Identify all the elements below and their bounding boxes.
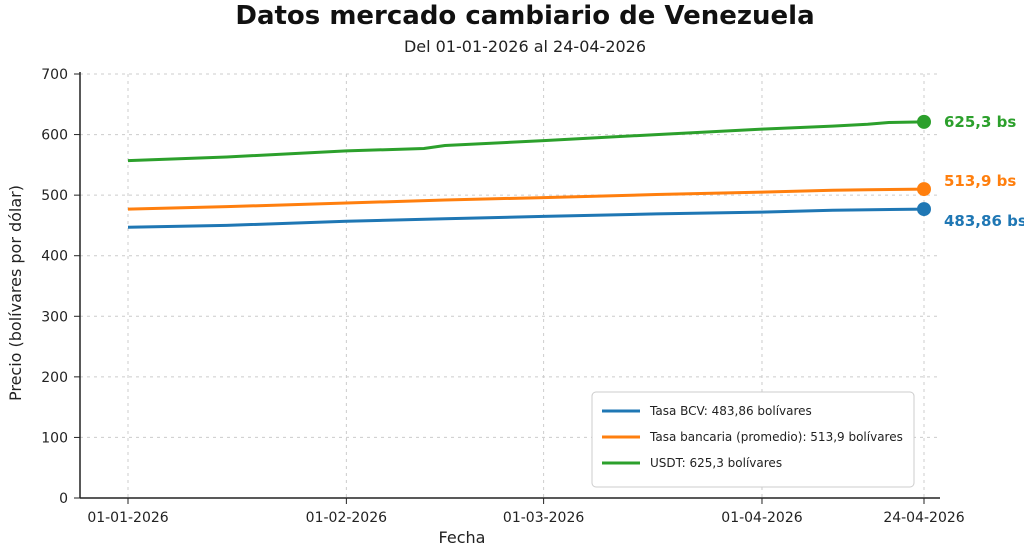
y-tick-label: 700: [41, 67, 68, 83]
series-end-label: 625,3 bs: [944, 113, 1016, 131]
series-end-label: 513,9 bs: [944, 172, 1016, 190]
legend-entry: Tasa BCV: 483,86 bolívares: [649, 404, 812, 418]
y-tick-label: 100: [41, 430, 68, 446]
series-end-marker: [917, 114, 931, 129]
y-tick-label: 500: [41, 188, 68, 204]
series-group: 483,86 bs 513,9 bs 625,3 bs: [127, 113, 1024, 230]
legend: Tasa BCV: 483,86 bolívares Tasa bancaria …: [591, 391, 915, 488]
legend-entry: USDT: 625,3 bolívares: [650, 456, 782, 470]
x-tick-label: 01-01-2026: [87, 510, 168, 526]
legend-box: [591, 391, 915, 488]
axes: 0 100 200 300 400 500 600 700 01-01-2026 01-02-20…: [41, 67, 965, 526]
x-tick-label: 01-03-2026: [503, 510, 584, 526]
x-tick-label: 24-04-2026: [883, 510, 964, 526]
y-axis-label: Precio (bolívares por dólar): [6, 185, 25, 401]
y-tick-label: 600: [41, 128, 68, 144]
series-end-label: 483,86 bs: [944, 212, 1024, 230]
series-line: [127, 187, 925, 211]
series-end-marker: [917, 182, 931, 197]
series-line: [127, 207, 925, 229]
x-axis-label: Fecha: [439, 528, 486, 547]
chart-subtitle: Del 01-01-2026 al 24-04-2026: [404, 37, 646, 56]
y-tick-label: 300: [41, 309, 68, 325]
series-end-marker: [917, 202, 931, 217]
y-tick-label: 400: [41, 249, 68, 265]
series-line: [127, 120, 925, 163]
chart-title: Datos mercado cambiario de Venezuela: [235, 1, 814, 31]
x-tick-label: 01-04-2026: [721, 510, 802, 526]
y-tick-label: 200: [41, 370, 68, 386]
x-tick-label: 01-02-2026: [306, 510, 387, 526]
y-tick-label: 0: [59, 491, 68, 507]
legend-entry: Tasa bancaria (promedio): 513,9 bolívare…: [649, 430, 903, 444]
